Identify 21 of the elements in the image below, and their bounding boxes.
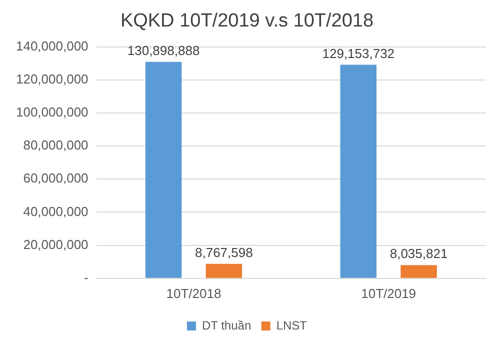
y-tick-label: 20,000,000 — [23, 236, 88, 252]
x-tick-label: 10T/2019 — [361, 286, 416, 301]
bar — [400, 265, 437, 278]
y-tick-label: 60,000,000 — [23, 170, 88, 186]
legend-label: LNST — [276, 318, 308, 332]
data-label: 8,767,598 — [195, 244, 253, 260]
data-label: 129,153,732 — [322, 46, 395, 61]
y-tick-label: 40,000,000 — [23, 204, 88, 219]
bar — [206, 264, 242, 278]
y-tick-label: 80,000,000 — [23, 138, 88, 153]
bar — [145, 62, 182, 278]
y-tick-label: 140,000,000 — [16, 38, 88, 54]
chart-title: KQKD 10T/2019 v.s 10T/2018 — [120, 10, 374, 32]
bar — [340, 64, 376, 278]
y-tick-label: 120,000,000 — [16, 71, 88, 86]
x-tick-label: 10T/2018 — [166, 286, 222, 301]
y-tick-label: 100,000,000 — [16, 104, 88, 120]
data-label: 130,898,888 — [127, 42, 200, 58]
legend-label: DT thuần — [202, 318, 252, 332]
data-label: 8,035,821 — [390, 246, 448, 262]
y-tick-label: - — [84, 270, 88, 285]
